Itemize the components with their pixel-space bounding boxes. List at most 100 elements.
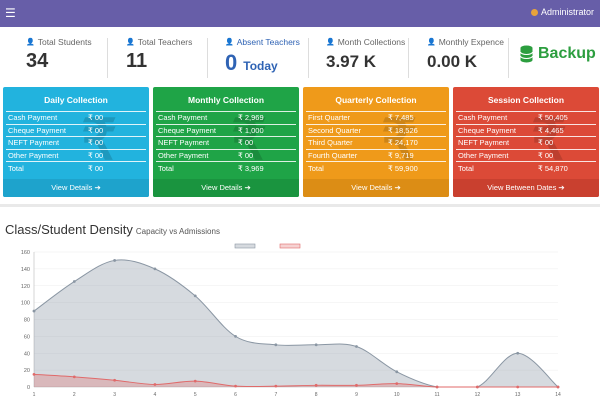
card-title: Daily Collection xyxy=(44,95,108,105)
data-point xyxy=(314,343,318,347)
data-point xyxy=(193,294,197,298)
x-tick-label: 4 xyxy=(154,392,157,398)
x-tick-label: 12 xyxy=(475,392,481,398)
stat-value: 11 xyxy=(126,50,148,72)
data-point xyxy=(274,384,278,388)
row-value: ₹ 9,719 xyxy=(386,148,446,162)
row-value: ₹ 3,969 xyxy=(236,161,296,174)
row-value: ₹ 1,000 xyxy=(236,123,296,137)
x-tick-label: 2 xyxy=(73,392,76,398)
row-label: Total xyxy=(306,161,386,174)
data-point xyxy=(113,378,117,382)
row-value: ₹ 00 xyxy=(86,123,146,137)
table-row: NEFT Payment ₹ 00 xyxy=(156,136,296,149)
collection-table: Cash Payment ₹ 2,969 Cheque Payment ₹ 1,00… xyxy=(156,111,296,174)
backup-button[interactable]: Backup xyxy=(520,45,596,63)
table-row: Other Payment ₹ 00 xyxy=(6,148,146,162)
table-row: NEFT Payment ₹ 00 xyxy=(6,136,146,149)
y-tick-label: 160 xyxy=(21,250,30,256)
top-navbar: ☰ Administrator xyxy=(0,0,600,27)
view-details-link[interactable]: View Details ➔ xyxy=(3,179,149,197)
row-label: Third Quarter xyxy=(306,136,386,149)
row-value: ₹ 59,900 xyxy=(386,161,446,174)
data-point xyxy=(113,259,117,262)
backup-label: Backup xyxy=(538,45,596,62)
y-tick-label: 60 xyxy=(24,334,30,340)
divider xyxy=(107,38,108,78)
row-value: ₹ 2,969 xyxy=(236,111,296,124)
data-point xyxy=(395,370,399,374)
user-name: Administrator xyxy=(540,7,594,17)
row-value: ₹ 54,870 xyxy=(536,161,596,174)
row-label: NEFT Payment xyxy=(156,136,236,149)
data-point xyxy=(516,385,520,389)
x-tick-label: 9 xyxy=(355,392,358,398)
data-point xyxy=(32,372,36,376)
y-tick-label: 80 xyxy=(24,318,30,324)
chart-subtitle: Capacity vs Admissions xyxy=(135,227,220,236)
data-point xyxy=(314,383,318,387)
row-value: ₹ 50,405 xyxy=(536,111,596,124)
data-point xyxy=(32,309,36,313)
row-value: ₹ 7,485 xyxy=(386,111,446,124)
row-value: ₹ 00 xyxy=(86,136,146,149)
data-point xyxy=(153,383,157,386)
card-title: Quarterly Collection xyxy=(335,95,417,105)
row-value: ₹ 18,526 xyxy=(386,123,446,137)
chart-title: Class/Student Density xyxy=(5,222,133,237)
legend-swatch xyxy=(279,243,301,249)
y-tick-label: 140 xyxy=(21,267,30,273)
card-monthly-collection: Monthly Collection ₹ Cash Payment ₹ 2,969… xyxy=(153,87,299,197)
row-value: ₹ 00 xyxy=(536,148,596,162)
table-row: Other Payment ₹ 00 xyxy=(156,148,296,162)
card-title: Monthly Collection xyxy=(187,95,265,105)
table-row: Total ₹ 3,969 xyxy=(156,161,296,174)
stat-month-collections: 👤 Month Collections 3.97 K xyxy=(302,37,405,83)
row-label: First Quarter xyxy=(306,111,386,124)
x-tick-label: 13 xyxy=(515,392,521,398)
row-label: Other Payment xyxy=(6,148,86,162)
row-label: Cash Payment xyxy=(156,111,236,124)
card-quarterly-collection: Quarterly Collection ₹ First Quarter ₹ 7,… xyxy=(303,87,449,197)
y-tick-label: 0 xyxy=(27,385,30,391)
row-label: Cheque Payment xyxy=(456,123,536,137)
divider xyxy=(408,38,409,78)
table-row: Cash Payment ₹ 00 xyxy=(6,111,146,124)
data-point xyxy=(72,280,76,283)
table-row: First Quarter ₹ 7,485 xyxy=(306,111,446,124)
card-daily-collection: Daily Collection ₹ Cash Payment ₹ 00 Cheq… xyxy=(3,87,149,197)
row-value: ₹ 00 xyxy=(236,148,296,162)
row-label: NEFT Payment xyxy=(6,136,86,149)
table-row: Second Quarter ₹ 18,526 xyxy=(306,123,446,137)
stat-label: Total Teachers xyxy=(137,37,193,47)
user-menu[interactable]: Administrator xyxy=(530,7,594,17)
data-point xyxy=(395,382,399,386)
x-tick-label: 3 xyxy=(113,392,116,398)
data-point xyxy=(234,384,237,388)
row-label: Cheque Payment xyxy=(6,123,86,137)
table-row: Cash Payment ₹ 50,405 xyxy=(456,111,596,124)
x-tick-label: 14 xyxy=(555,392,561,398)
menu-icon[interactable]: ☰ xyxy=(5,6,16,20)
view-details-link[interactable]: View Details ➔ xyxy=(303,179,449,197)
table-row: Total ₹ 59,900 xyxy=(306,161,446,174)
collection-table: Cash Payment ₹ 50,405 Cheque Payment ₹ 4,4… xyxy=(456,111,596,174)
table-row: Cheque Payment ₹ 1,000 xyxy=(156,123,296,137)
x-tick-label: 10 xyxy=(394,392,400,398)
view-details-link[interactable]: View Details ➔ xyxy=(153,179,299,197)
x-tick-label: 5 xyxy=(194,392,197,398)
stat-label: Total Students xyxy=(37,37,92,47)
data-point xyxy=(516,351,520,355)
row-value: ₹ 00 xyxy=(536,136,596,149)
row-value: ₹ 4,465 xyxy=(536,123,596,137)
data-point xyxy=(435,385,439,389)
collection-table: Cash Payment ₹ 00 Cheque Payment ₹ 00 NEFT… xyxy=(6,111,146,174)
database-icon xyxy=(520,45,533,63)
view-between-dates-link[interactable]: View Between Dates ➔ xyxy=(453,179,599,197)
data-point xyxy=(72,375,76,379)
data-point xyxy=(153,267,157,271)
collection-table: First Quarter ₹ 7,485 Second Quarter ₹ 18,… xyxy=(306,111,446,174)
stat-label: Absent Teachers xyxy=(236,37,300,47)
data-point xyxy=(234,334,237,338)
row-label: Other Payment xyxy=(456,148,536,162)
